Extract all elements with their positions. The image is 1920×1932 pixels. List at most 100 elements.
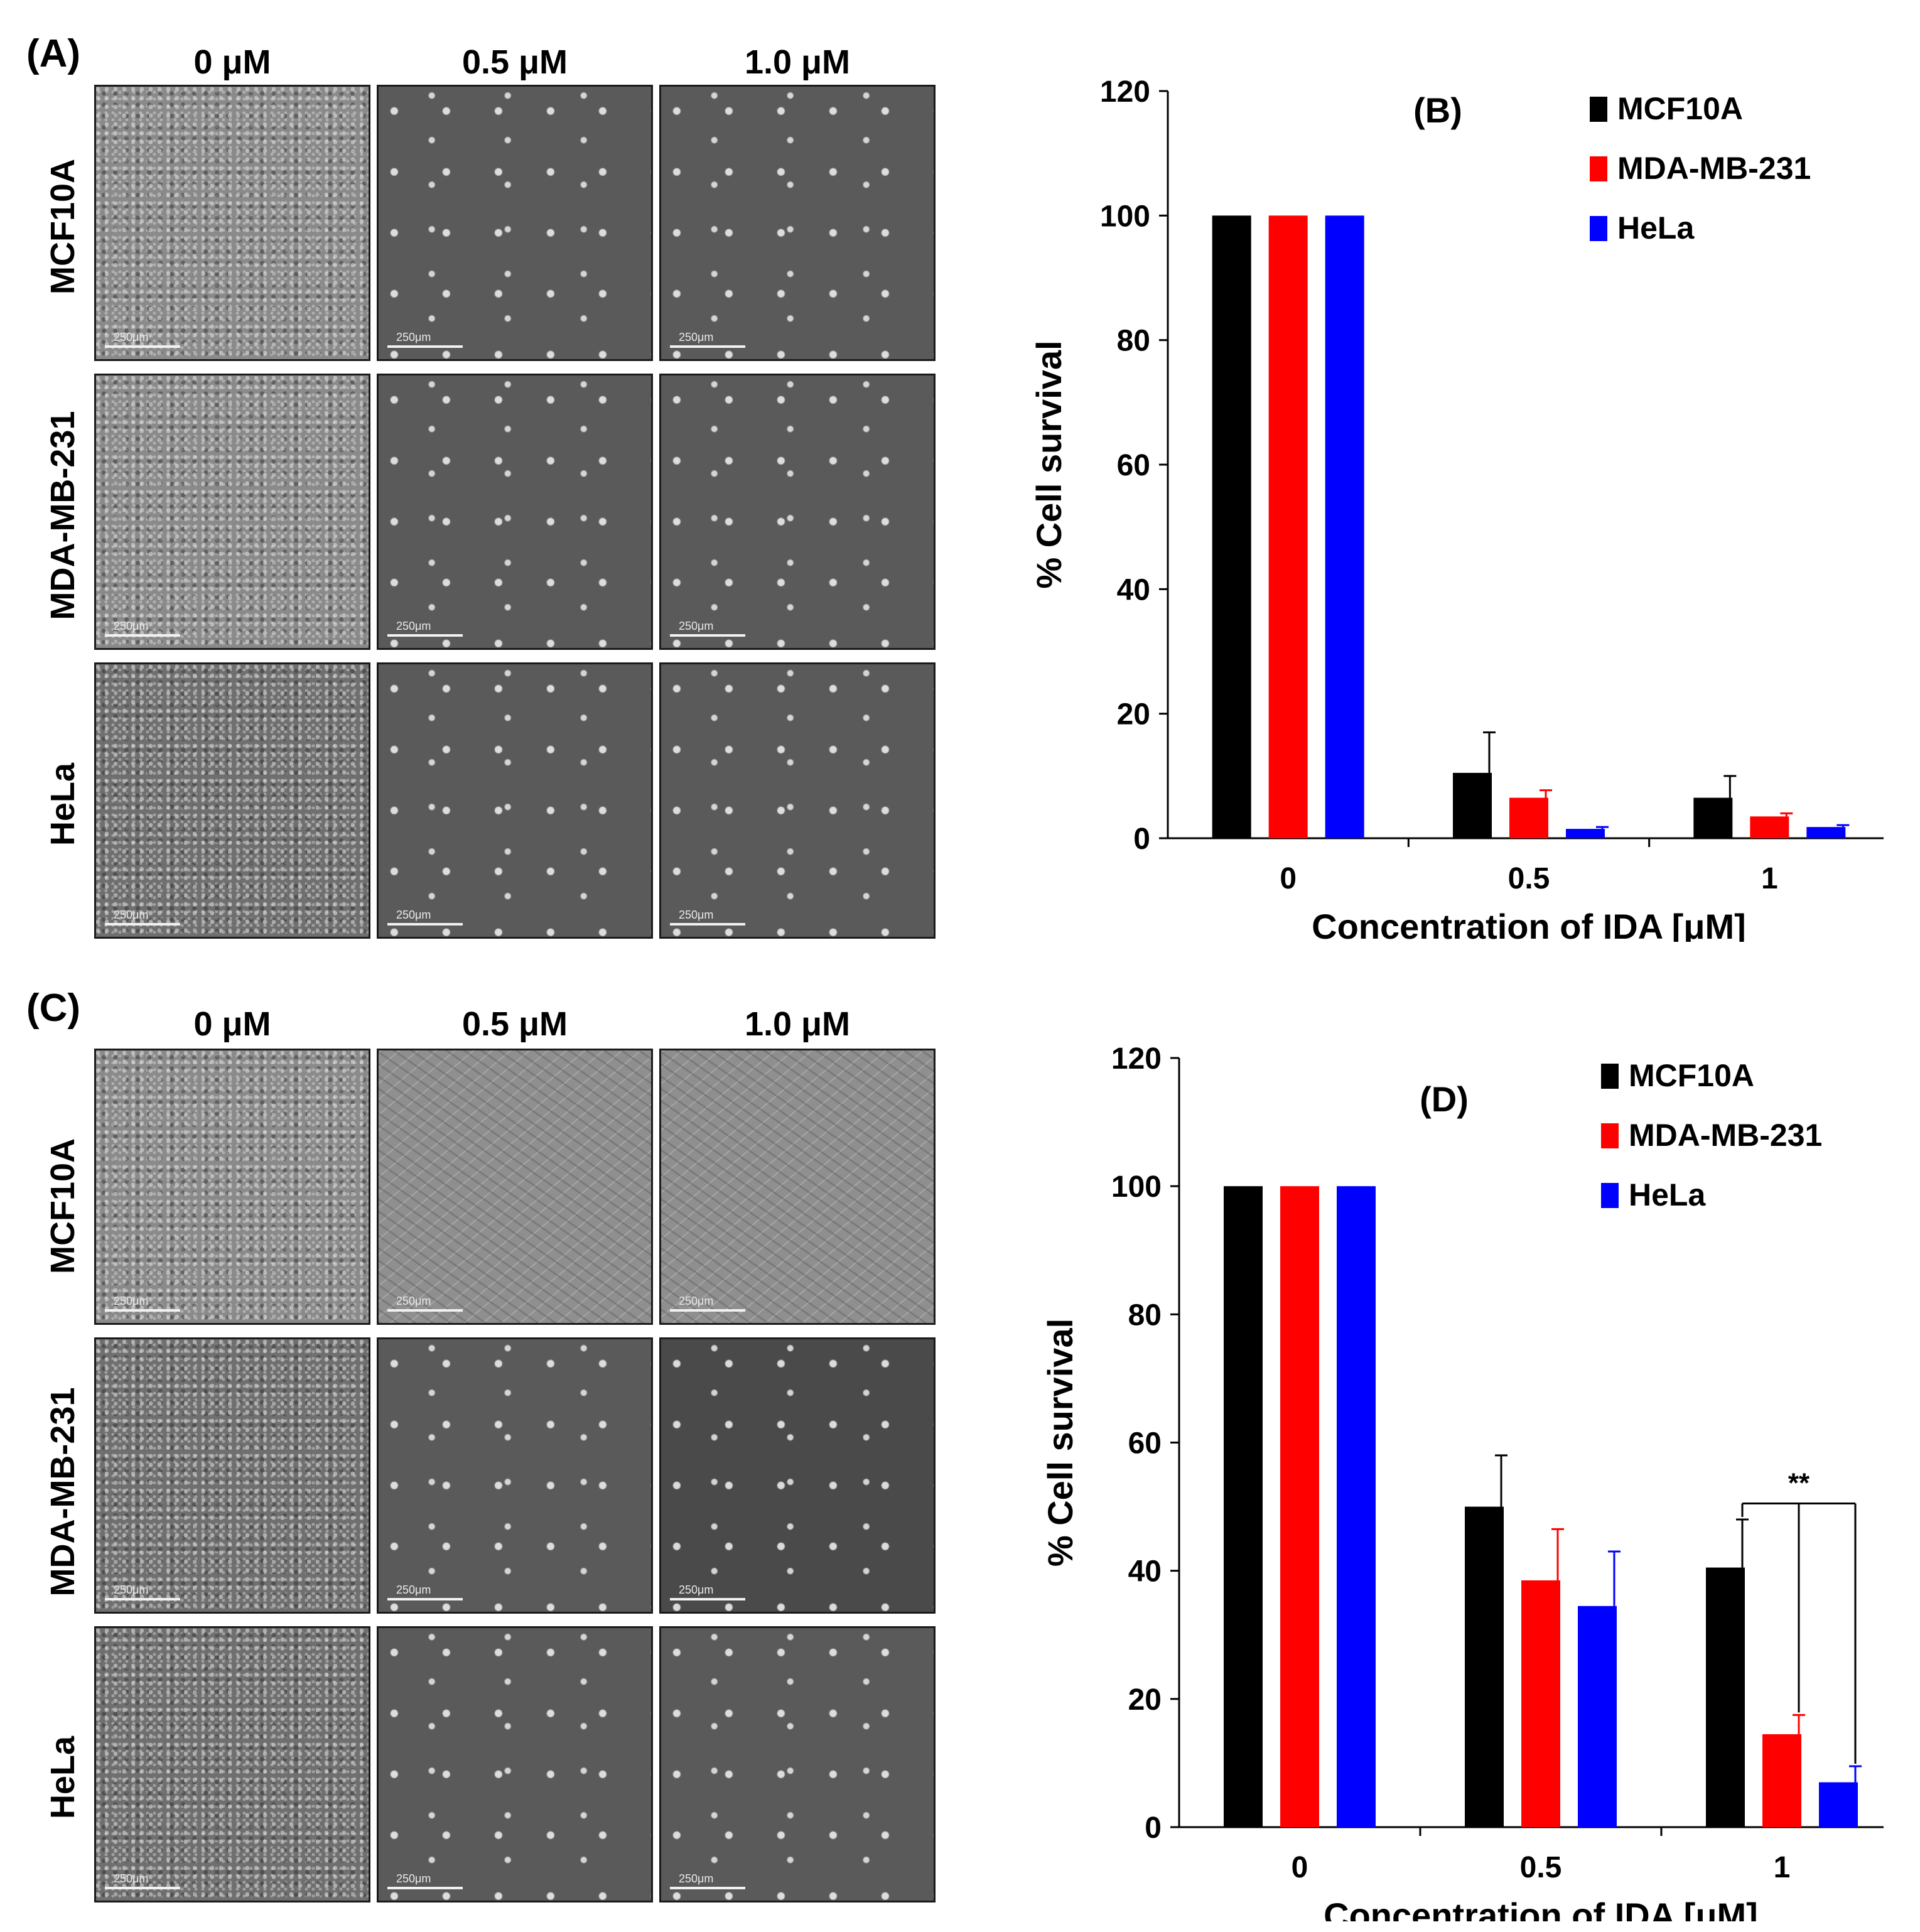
- bar-mda-mb-231: [1521, 1580, 1560, 1827]
- micrograph: 250μm: [94, 1626, 370, 1902]
- scale-label: 250μm: [679, 1872, 714, 1885]
- scale-bar: [387, 1887, 463, 1889]
- x-axis-label: Concentration of IDA [μM]: [1312, 907, 1746, 942]
- bar-hela: [1806, 827, 1846, 838]
- scale-bar: [670, 1309, 745, 1312]
- y-tick-label: 20: [1117, 698, 1150, 731]
- scale-label: 250μm: [679, 1584, 714, 1596]
- micrograph: 250μm: [659, 1337, 936, 1614]
- scale-label: 250μm: [114, 331, 149, 343]
- scale-label: 250μm: [679, 331, 714, 343]
- y-tick-label: 80: [1117, 325, 1150, 358]
- y-tick-label: 0: [1133, 823, 1150, 856]
- micrograph: 250μm: [94, 1049, 370, 1325]
- micrograph: 250μm: [659, 374, 936, 650]
- scale-bar: [670, 1887, 745, 1889]
- micrograph: 250μm: [94, 662, 370, 939]
- y-tick-label: 120: [1100, 75, 1150, 109]
- scale-bar: [105, 345, 180, 348]
- micrograph: 250μm: [659, 662, 936, 939]
- scale-label: 250μm: [396, 331, 431, 343]
- bar-mcf10a: [1224, 1186, 1263, 1827]
- x-axis-label: Concentration of IDA [μM]: [1324, 1896, 1758, 1921]
- bar-mcf10a: [1465, 1506, 1504, 1827]
- y-tick-label: 80: [1128, 1298, 1162, 1332]
- scale-bar: [105, 923, 180, 926]
- panel-c-col-1: 0.5 μM: [461, 1005, 568, 1043]
- legend-swatch-mcf10a: [1590, 97, 1607, 122]
- micrograph: 250μm: [94, 374, 370, 650]
- scale-label: 250μm: [114, 620, 149, 632]
- scale-label: 250μm: [396, 1584, 431, 1596]
- x-tick-label: 0.5: [1508, 862, 1550, 895]
- panel-c-col-0: 0 μM: [193, 1005, 271, 1043]
- chart-title: (B): [1413, 90, 1462, 130]
- scale-bar: [387, 923, 463, 926]
- bar-mda-mb-231: [1268, 215, 1308, 838]
- scale-bar: [670, 634, 745, 637]
- micrograph: 250μm: [659, 1049, 936, 1325]
- y-axis-label: % Cell survival: [1040, 1319, 1080, 1567]
- scale-label: 250μm: [396, 1872, 431, 1885]
- micrograph: 250μm: [377, 662, 653, 939]
- micrograph: 250μm: [377, 1049, 653, 1325]
- micrograph: 250μm: [377, 1626, 653, 1902]
- bar-mcf10a: [1453, 772, 1492, 838]
- scale-bar: [670, 1598, 745, 1600]
- y-tick-label: 60: [1128, 1427, 1162, 1460]
- scale-label: 250μm: [679, 1295, 714, 1307]
- panel-a-letter: (A): [26, 32, 81, 75]
- bar-hela: [1819, 1782, 1858, 1827]
- scale-label: 250μm: [679, 620, 714, 632]
- legend-swatch-mda-mb-231: [1590, 156, 1607, 181]
- panel-a-row-1: MDA-MB-231: [44, 411, 82, 620]
- x-tick-label: 1: [1761, 862, 1778, 895]
- legend-swatch-mcf10a: [1601, 1064, 1619, 1089]
- scale-bar: [387, 345, 463, 348]
- scale-bar: [387, 634, 463, 637]
- bar-mcf10a: [1706, 1567, 1745, 1827]
- y-tick-label: 20: [1128, 1683, 1162, 1717]
- chart-b: 0 20 40 60 80 100 120 0 0.5 1 % Cell survival Conce…: [1029, 75, 1884, 942]
- scale-bar: [105, 1887, 180, 1889]
- scale-bar: [387, 1309, 463, 1312]
- micrograph: 250μm: [659, 85, 936, 361]
- panel-a-col-0: 0 μM: [193, 43, 271, 81]
- legend-label: MCF10A: [1629, 1058, 1754, 1093]
- panel-a-row-0: MCF10A: [44, 158, 82, 295]
- scale-bar: [670, 345, 745, 348]
- scale-bar: [105, 634, 180, 637]
- y-tick-label: 100: [1100, 200, 1150, 233]
- y-tick-label: 60: [1117, 449, 1150, 482]
- legend-label: HeLa: [1617, 210, 1695, 246]
- bar-hela: [1566, 829, 1605, 838]
- y-tick-label: 100: [1111, 1170, 1162, 1204]
- scale-label: 250μm: [114, 1872, 149, 1885]
- panel-c-row-2: HeLa: [44, 1735, 82, 1820]
- legend-label: MDA-MB-231: [1617, 151, 1811, 186]
- bar-hela: [1337, 1186, 1376, 1827]
- panel-a-row-2: HeLa: [44, 762, 82, 846]
- chart-d: 0 20 40 60 80 100 120 0 0.5 1 % Cell survival Conce…: [1040, 1042, 1884, 1921]
- scale-label: 250μm: [679, 909, 714, 921]
- panel-c-row-0: MCF10A: [44, 1138, 82, 1275]
- scale-bar: [105, 1598, 180, 1600]
- scale-label: 250μm: [396, 620, 431, 632]
- panel-a-col-1: 0.5 μM: [461, 43, 568, 81]
- legend-swatch-hela: [1601, 1183, 1619, 1208]
- legend-label: HeLa: [1629, 1177, 1706, 1212]
- panel-a-col-2: 1.0 μM: [744, 43, 851, 81]
- micrograph: 250μm: [94, 85, 370, 361]
- micrograph: 250μm: [377, 1337, 653, 1614]
- legend-swatch-hela: [1590, 216, 1607, 241]
- scale-label: 250μm: [114, 1295, 149, 1307]
- legend-label: MDA-MB-231: [1629, 1118, 1822, 1153]
- bar-mcf10a: [1693, 797, 1733, 838]
- bar-mda-mb-231: [1762, 1734, 1801, 1827]
- panel-c-letter: (C): [26, 986, 81, 1030]
- y-tick-label: 120: [1111, 1042, 1162, 1076]
- scale-bar: [105, 1309, 180, 1312]
- chart-title: (D): [1420, 1079, 1469, 1119]
- x-tick-label: 0.5: [1520, 1851, 1562, 1884]
- y-tick-label: 40: [1117, 573, 1150, 607]
